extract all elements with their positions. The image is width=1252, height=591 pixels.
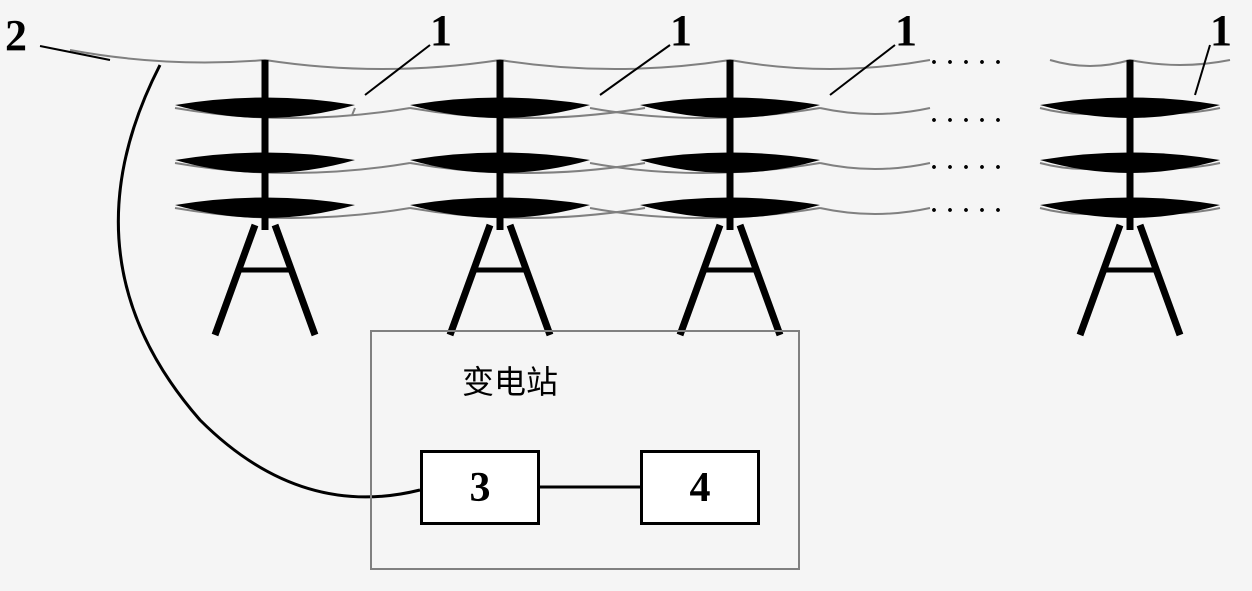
box-4: 4 [640, 450, 760, 525]
label-1a: 1 [430, 5, 452, 56]
leader-lines [40, 45, 1210, 95]
dots-row2: ····· [930, 108, 1010, 135]
label-2: 2 [5, 10, 27, 61]
dots-row3: ····· [930, 155, 1010, 182]
tower-3 [640, 60, 820, 335]
box-3-text: 3 [470, 464, 491, 512]
substation-label: 变电站 [462, 357, 558, 403]
label-1c: 1 [895, 5, 917, 56]
box-3: 3 [420, 450, 540, 525]
label-1b: 1 [670, 5, 692, 56]
tower-1 [175, 60, 355, 335]
diagram-container: 2 1 1 1 1 ····· ····· ····· ····· 变电站 3 … [0, 0, 1252, 591]
box-4-text: 4 [690, 464, 711, 512]
label-1d: 1 [1210, 5, 1232, 56]
dots-row4: ····· [930, 198, 1010, 225]
dots-row1: ····· [930, 50, 1010, 77]
tower-4 [1040, 60, 1220, 335]
power-lines [70, 50, 1230, 218]
tower-2 [410, 60, 590, 335]
